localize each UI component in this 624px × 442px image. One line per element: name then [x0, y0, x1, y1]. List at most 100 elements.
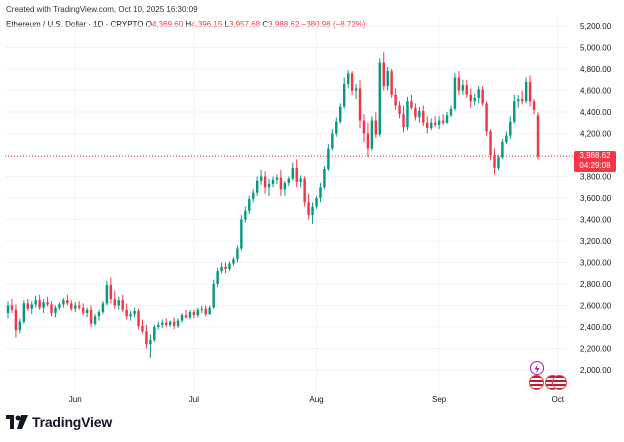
candle-body: [109, 285, 113, 300]
candle-body: [485, 103, 488, 132]
y-tick-label: 3,600.00: [580, 194, 612, 203]
candle-body: [437, 120, 441, 125]
candle-body: [350, 73, 354, 91]
candle-body: [311, 206, 314, 216]
candle-body: [164, 322, 168, 325]
candle-body: [14, 309, 18, 331]
candle-body: [38, 300, 41, 308]
candle-body: [74, 305, 77, 309]
candle-body: [157, 324, 160, 327]
candle-body: [145, 331, 148, 345]
candle-body: [516, 99, 520, 102]
y-tick-label: 2,800.00: [580, 280, 612, 289]
candle-body: [129, 314, 132, 317]
candle-body: [429, 122, 433, 129]
candle-body: [153, 327, 156, 340]
candle-body: [77, 305, 81, 308]
bar-countdown: 04:29:08: [579, 161, 611, 170]
candle-body: [465, 85, 469, 95]
candle-body: [196, 309, 200, 316]
candle-body: [505, 135, 508, 143]
us-flag-event-icon-3[interactable]: [552, 375, 567, 390]
candle-body: [489, 131, 492, 155]
candle-body: [255, 180, 259, 193]
candle-body: [117, 300, 120, 306]
candle-body: [374, 120, 378, 135]
tradingview-logo-icon: [6, 415, 28, 429]
candle-body: [121, 300, 124, 310]
candle-body: [240, 219, 243, 249]
low-value: 3,957.68: [228, 20, 261, 29]
y-tick-label: 3,400.00: [580, 216, 612, 225]
candle-body: [263, 176, 267, 188]
candle-body: [469, 94, 472, 102]
candle-body: [184, 315, 188, 318]
candle-body: [319, 187, 322, 198]
candle-body: [248, 199, 251, 211]
y-tick-label: 5,000.00: [580, 44, 612, 53]
tradingview-logo[interactable]: TradingView: [6, 414, 112, 430]
us-flag-event-icon[interactable]: [529, 375, 544, 390]
candle-body: [291, 167, 295, 179]
y-tick-label: 3,000.00: [580, 259, 612, 268]
y-tick-label: 4,200.00: [580, 130, 612, 139]
candle-body: [362, 120, 366, 134]
candle-body: [339, 106, 342, 122]
candle-body: [204, 308, 207, 315]
candle-body: [172, 321, 176, 326]
x-tick-label: Aug: [309, 395, 323, 404]
candle-body: [232, 259, 235, 264]
open-value: 4,369.60: [152, 20, 184, 29]
candle-body: [426, 122, 429, 129]
candle-body: [378, 62, 382, 135]
y-tick-label: 2,600.00: [580, 302, 612, 311]
candle-body: [394, 94, 397, 106]
candle-body: [176, 320, 180, 326]
candle-body: [271, 179, 275, 185]
x-tick-label: Jul: [189, 395, 199, 404]
lightning-event-icon[interactable]: [530, 361, 544, 375]
candles-group: [6, 51, 540, 359]
candle-body: [449, 108, 453, 116]
high-label: H: [185, 20, 192, 29]
candle-body: [259, 176, 263, 181]
candle-body: [528, 81, 532, 102]
y-tick-label: 4,400.00: [580, 108, 612, 117]
last-price-value: 3,988.62: [579, 151, 611, 160]
candle-body: [335, 121, 338, 134]
candle-body: [532, 101, 536, 110]
candle-body: [398, 105, 401, 115]
candle-body: [220, 266, 223, 272]
candle-body: [54, 307, 57, 314]
y-tick-label: 4,600.00: [580, 87, 612, 96]
candle-body: [200, 308, 204, 310]
candle-body: [513, 101, 516, 122]
candle-body: [6, 305, 10, 314]
y-tick-label: 4,800.00: [580, 65, 612, 74]
candle-body: [10, 305, 14, 310]
candle-body: [89, 309, 93, 324]
candle-body: [192, 311, 196, 316]
candle-body: [342, 84, 346, 107]
candle-body: [180, 315, 184, 321]
candle-body: [331, 133, 334, 149]
candle-body: [251, 192, 255, 200]
candle-body: [141, 325, 144, 332]
y-tick-label: 2,200.00: [580, 345, 612, 354]
candle-body: [168, 321, 172, 325]
candle-body: [58, 304, 61, 308]
open-label: O: [145, 20, 152, 29]
x-axis: Jun Jul Aug Sep Oct: [69, 395, 565, 404]
candle-body: [125, 309, 128, 317]
candle-body: [358, 88, 362, 121]
candle-body: [85, 309, 89, 314]
high-value: 4,396.15: [191, 20, 223, 29]
candle-body: [66, 300, 69, 304]
candle-body: [509, 121, 512, 136]
candle-body: [62, 300, 65, 305]
candle-body: [30, 304, 33, 309]
candle-body: [524, 81, 528, 102]
candle-body: [275, 177, 279, 180]
candle-body: [477, 89, 480, 99]
